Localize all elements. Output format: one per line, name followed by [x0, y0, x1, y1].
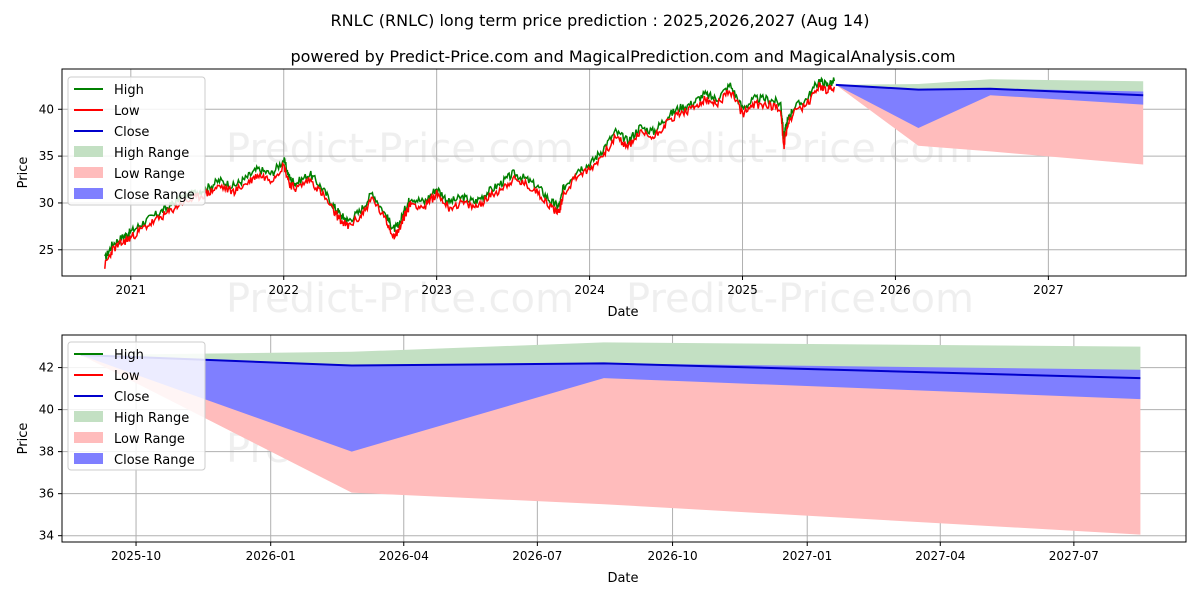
low-line — [104, 82, 836, 269]
legend-label-close-range: Close Range — [114, 188, 195, 203]
y-tick-label: 42 — [39, 361, 54, 375]
bottom-plot-frame — [61, 334, 1187, 543]
x-tick-label: 2026-10 — [647, 549, 697, 563]
top-plot-frame — [61, 68, 1187, 277]
legend-label-close-range: Close Range — [114, 453, 195, 468]
legend-label-close: Close — [114, 390, 149, 405]
legend-label-low: Low — [114, 104, 140, 119]
legend-label-low-range: Low Range — [114, 432, 185, 447]
chart-title: RNLC (RNLC) long term price prediction :… — [330, 11, 869, 30]
legend-label-low-range: Low Range — [114, 167, 185, 182]
y-tick-label: 34 — [39, 529, 54, 543]
bottom-x-axis-label: Date — [607, 571, 638, 586]
x-tick-label: 2023 — [421, 283, 452, 297]
legend-swatch-low-range — [74, 432, 103, 443]
close-forecast-line — [835, 83, 1144, 97]
y-tick-label: 25 — [39, 243, 54, 257]
legend-label-low: Low — [114, 369, 140, 384]
legend-swatch-close-range — [74, 453, 103, 464]
legend-label-close: Close — [114, 125, 149, 140]
top-x-axis-label: Date — [607, 305, 638, 320]
y-tick-label: 40 — [39, 102, 54, 116]
y-tick-label: 30 — [39, 196, 54, 210]
x-tick-label: 2026-01 — [246, 549, 296, 563]
x-tick-label: 2027 — [1033, 283, 1064, 297]
chart-subtitle: powered by Predict-Price.com and Magical… — [290, 47, 955, 66]
legend-swatch-close-range — [74, 188, 103, 199]
watermark: Predict-Price.com — [226, 276, 574, 322]
legend-label-high: High — [114, 348, 144, 363]
legend-label-high-range: High Range — [114, 146, 189, 161]
high-line — [104, 76, 836, 261]
x-tick-label: 2024 — [574, 283, 605, 297]
x-tick-label: 2025 — [727, 283, 758, 297]
x-tick-label: 2025-10 — [111, 549, 161, 563]
legend-label-high-range: High Range — [114, 411, 189, 426]
x-tick-label: 2027-01 — [782, 549, 832, 563]
watermark: Predict-Price.com — [626, 276, 974, 322]
x-tick-label: 2026-04 — [379, 549, 429, 563]
bottom-panel: Predict-Price.com Predict-Price.com 2025… — [16, 334, 1187, 586]
watermark: Predict-Price.com — [226, 126, 574, 172]
bottom-y-axis-label: Price — [16, 423, 31, 455]
close-range-band — [80, 355, 1141, 452]
legend-label-high: High — [114, 83, 144, 98]
x-tick-label: 2026-07 — [512, 549, 562, 563]
bottom-legend: High Low Close High Range Low Range Clos… — [67, 341, 206, 471]
top-panel: Predict-Price.com Predict-Price.com Pred… — [16, 68, 1187, 322]
x-tick-label: 2027-04 — [915, 549, 965, 563]
x-tick-label: 2026 — [880, 283, 911, 297]
x-tick-label: 2027-07 — [1049, 549, 1099, 563]
y-tick-label: 40 — [39, 403, 54, 417]
close-forecast-line — [80, 354, 1141, 380]
top-y-axis-label: Price — [16, 157, 31, 189]
legend-swatch-low-range — [74, 167, 103, 178]
x-tick-label: 2022 — [268, 283, 299, 297]
legend-swatch-high-range — [74, 411, 103, 422]
y-tick-label: 35 — [39, 149, 54, 163]
legend-swatch-high-range — [74, 146, 103, 157]
close-range-band — [835, 84, 1144, 128]
top-legend: High Low Close High Range Low Range Clos… — [67, 76, 206, 206]
y-tick-label: 38 — [39, 445, 54, 459]
x-tick-label: 2021 — [116, 283, 147, 297]
y-tick-label: 36 — [39, 487, 54, 501]
